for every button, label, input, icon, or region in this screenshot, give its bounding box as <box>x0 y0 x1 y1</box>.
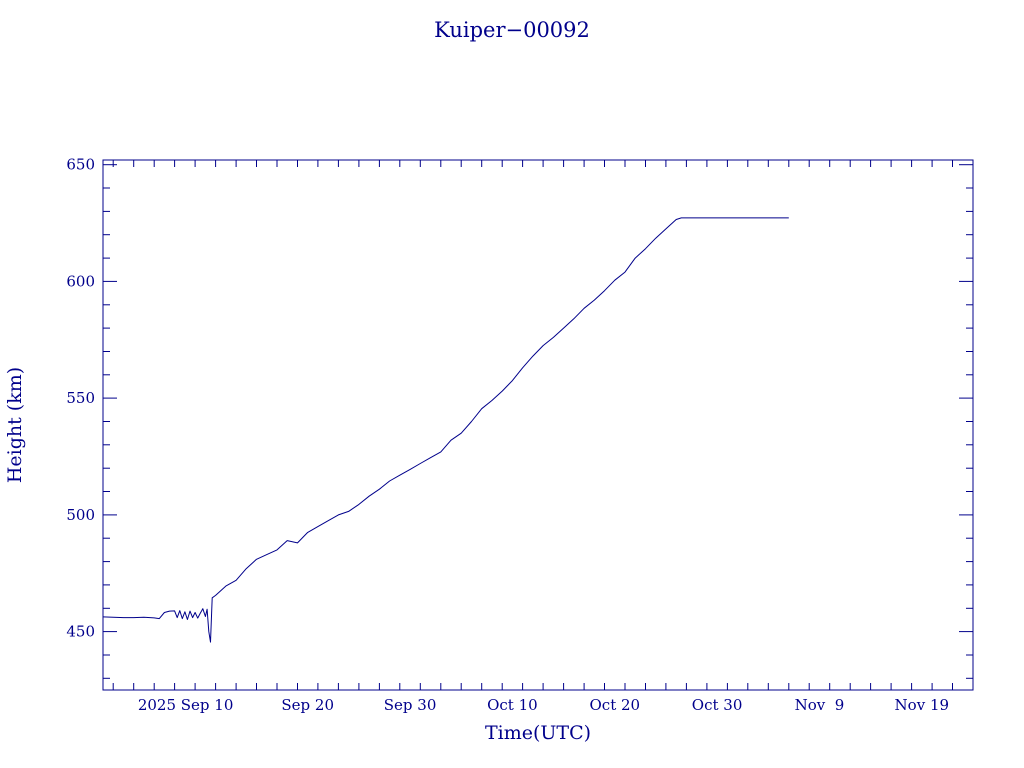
x-tick-label: Sep 20 <box>281 696 334 714</box>
x-axis: 2025 Sep 10 Sep 20 Sep 30 Oct 10 Oct 20 Oct 3… <box>112 160 953 714</box>
x-tick-label: Oct 20 <box>590 696 641 714</box>
y-axis: 450 500 550 600 650 <box>66 156 973 679</box>
y-tick-label: 450 <box>66 623 95 641</box>
x-tick-label: Nov 19 <box>895 696 950 714</box>
x-axis-label: Time(UTC) <box>485 722 591 744</box>
chart-title: Kuiper−00092 <box>434 18 590 42</box>
x-tick-label: Oct 30 <box>692 696 743 714</box>
y-axis-label: Height (km) <box>4 367 26 483</box>
plot-frame <box>102 159 974 691</box>
x-tick-label: Nov 9 <box>795 696 845 714</box>
y-tick-label: 500 <box>66 506 95 524</box>
x-tick-label: Sep 30 <box>384 696 437 714</box>
series-line <box>102 217 789 643</box>
x-tick-label: Oct 10 <box>487 696 538 714</box>
y-tick-label: 600 <box>66 272 95 290</box>
y-tick-label: 650 <box>66 156 95 174</box>
y-tick-label: 550 <box>66 389 95 407</box>
x-tick-label: 2025 Sep 10 <box>138 696 234 714</box>
